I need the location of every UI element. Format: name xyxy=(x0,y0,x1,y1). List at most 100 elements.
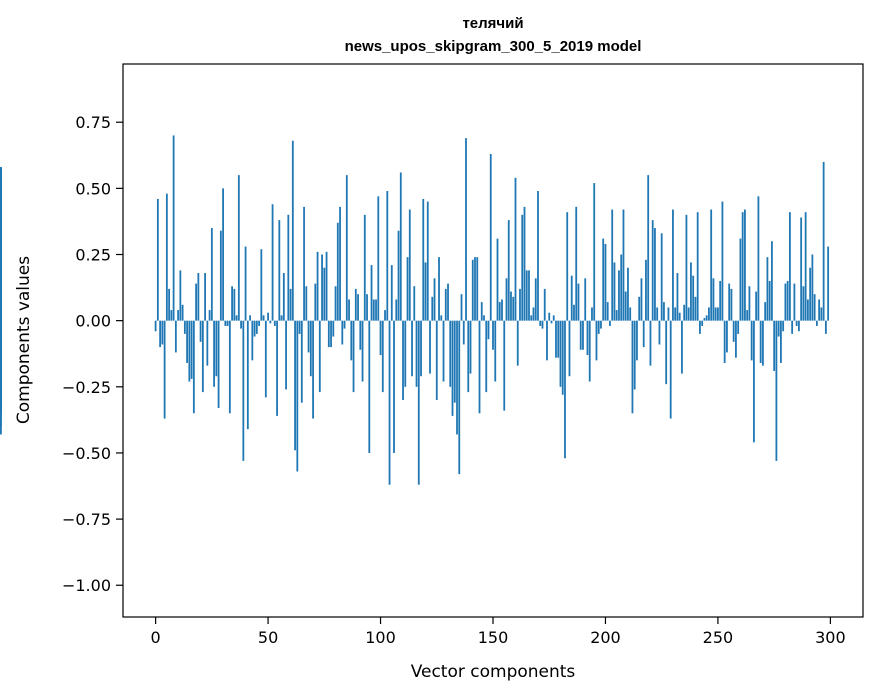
bar xyxy=(0,320,2,329)
bar xyxy=(714,307,717,321)
bar xyxy=(683,304,686,321)
bar xyxy=(438,257,440,321)
bar xyxy=(604,243,607,321)
bar xyxy=(815,320,818,326)
bar xyxy=(485,320,488,393)
bar xyxy=(327,320,330,348)
bar xyxy=(253,320,256,337)
bar xyxy=(642,320,645,348)
bar xyxy=(597,320,600,334)
bar xyxy=(399,172,402,321)
bar xyxy=(237,175,240,321)
bar xyxy=(480,302,483,321)
bar xyxy=(762,320,764,366)
bar xyxy=(534,278,537,321)
x-tick-label: 250 xyxy=(703,628,734,647)
bar xyxy=(404,320,407,387)
bar xyxy=(649,320,652,366)
bar xyxy=(777,320,780,337)
bar xyxy=(645,259,647,321)
bar xyxy=(804,212,807,321)
bar xyxy=(681,320,683,374)
bar xyxy=(298,320,301,334)
bar xyxy=(465,138,467,321)
bar xyxy=(0,304,2,321)
bar xyxy=(186,320,188,363)
bar xyxy=(201,320,204,393)
bar xyxy=(377,196,380,321)
bar xyxy=(208,310,211,321)
bar xyxy=(789,212,791,321)
bar xyxy=(764,302,767,321)
bar xyxy=(759,320,762,363)
bar xyxy=(318,320,321,393)
bar xyxy=(289,288,292,321)
bar xyxy=(352,320,355,393)
bar xyxy=(656,307,659,321)
bar xyxy=(240,320,242,329)
bar xyxy=(188,320,191,382)
bar xyxy=(402,320,404,401)
bars-group xyxy=(0,135,830,485)
bar xyxy=(660,233,663,321)
bar xyxy=(363,214,366,321)
bar xyxy=(820,307,823,321)
y-tick-label: 0.50 xyxy=(75,179,111,198)
bar xyxy=(827,246,830,321)
bar xyxy=(672,209,674,321)
bar xyxy=(494,320,497,382)
bar xyxy=(309,320,312,377)
bar xyxy=(771,241,773,321)
bar xyxy=(701,320,704,326)
bar xyxy=(505,278,508,321)
bar xyxy=(712,278,715,321)
bar xyxy=(550,320,553,324)
bar xyxy=(395,299,398,321)
bar xyxy=(370,265,373,321)
bar xyxy=(669,320,672,419)
bar xyxy=(813,294,816,321)
bar xyxy=(433,278,436,321)
bar xyxy=(699,320,701,334)
bar xyxy=(633,320,636,390)
bar xyxy=(204,273,206,321)
bar xyxy=(379,320,382,356)
bar xyxy=(620,254,623,321)
bar xyxy=(750,320,753,361)
bar xyxy=(161,320,164,345)
bar xyxy=(462,320,465,345)
bar xyxy=(163,320,166,419)
chart-title: телячий xyxy=(462,15,523,32)
bar xyxy=(501,299,503,321)
bar xyxy=(507,220,510,321)
bar xyxy=(215,320,218,377)
bar xyxy=(798,320,800,332)
bar xyxy=(802,286,805,321)
bar xyxy=(606,302,609,321)
bar xyxy=(593,183,596,321)
bar xyxy=(262,315,265,321)
bar xyxy=(244,246,247,321)
bar xyxy=(730,288,733,321)
bar xyxy=(768,280,771,321)
bar xyxy=(206,320,209,366)
bar xyxy=(566,212,569,321)
bar xyxy=(824,320,827,334)
bar xyxy=(330,320,332,348)
bar xyxy=(530,315,533,321)
bar xyxy=(267,312,269,321)
bar xyxy=(568,320,571,377)
bar xyxy=(638,296,641,321)
bar xyxy=(483,315,485,321)
bar xyxy=(822,161,825,321)
bar xyxy=(613,262,616,321)
bar xyxy=(690,262,692,321)
bar xyxy=(723,320,726,363)
bar xyxy=(674,307,677,321)
bar xyxy=(555,320,557,358)
bar xyxy=(453,320,456,403)
bar xyxy=(746,310,749,321)
bar xyxy=(314,283,317,321)
bar xyxy=(339,206,341,321)
bar xyxy=(622,209,625,321)
